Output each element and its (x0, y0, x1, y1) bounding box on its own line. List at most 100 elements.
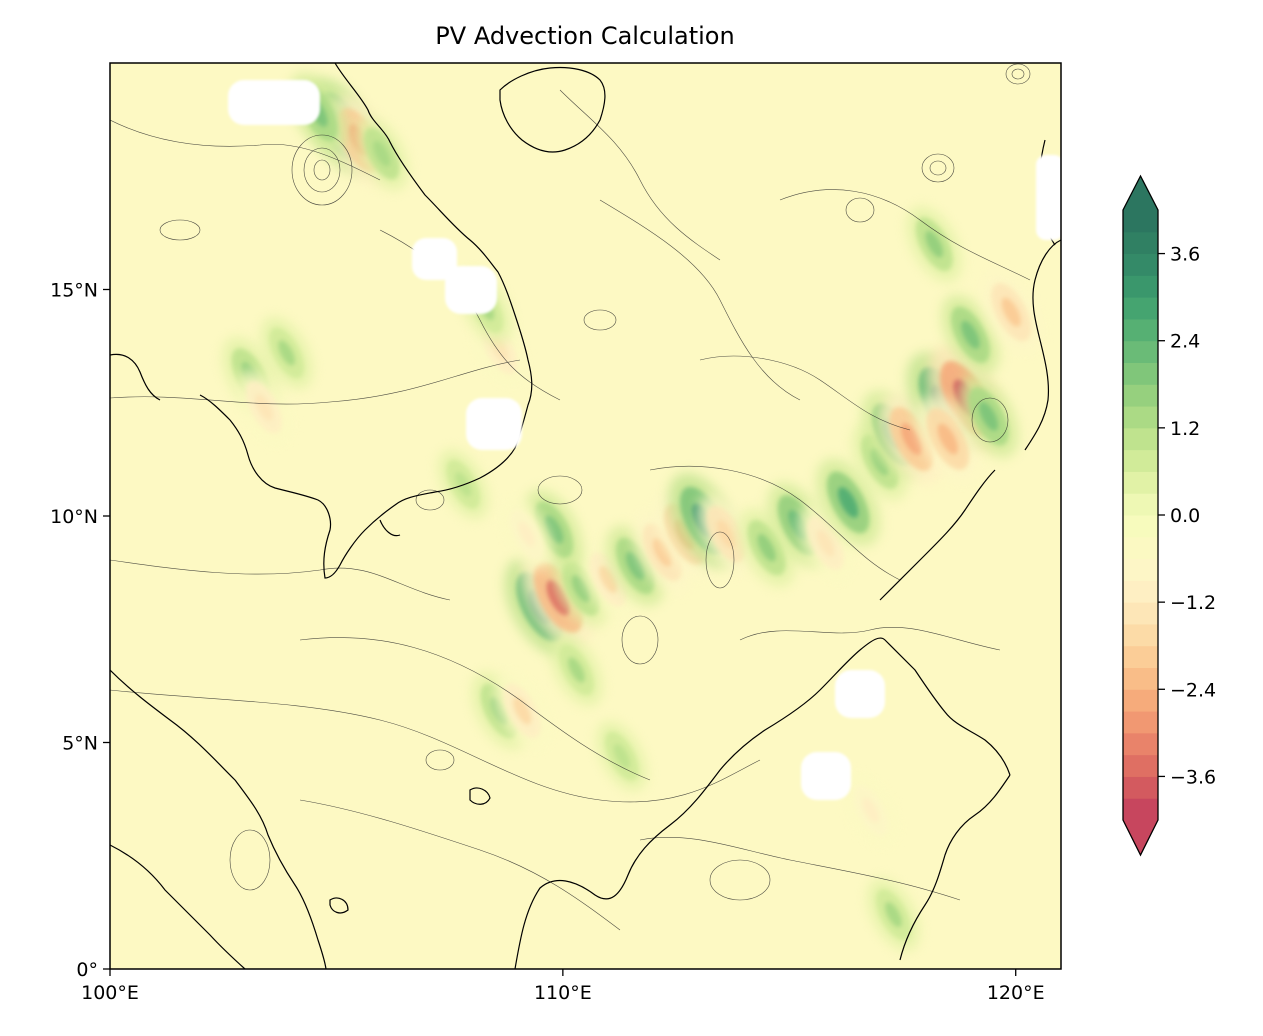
colorbar-segment (1123, 754, 1158, 777)
anomaly-core (961, 320, 980, 349)
pv-anomaly-blob (438, 449, 489, 519)
y-axis: 0° 5°N 10°N 15°N (50, 280, 110, 981)
anomaly-core (978, 401, 999, 431)
y-tick-label: 10°N (50, 506, 98, 528)
indochina-coastline (199, 63, 533, 579)
borneo-east-coastline (899, 774, 1011, 961)
colorbar-segment (1123, 231, 1158, 255)
island-coastline (329, 897, 349, 914)
colorbar-segment (1123, 406, 1158, 429)
philippines-coastline (1024, 239, 1061, 451)
colorbar-segment (1123, 536, 1158, 560)
y-tick-label: 0° (76, 959, 98, 981)
colorbar-tick-label: 0.0 (1170, 505, 1200, 527)
pv-anomaly-blob (550, 634, 603, 706)
y-tick-label: 5°N (62, 733, 98, 755)
pv-anomaly-layer (222, 72, 1042, 951)
anomaly-core (925, 230, 944, 258)
colorbar-tick-label: 3.6 (1170, 244, 1200, 266)
colorbar-tick-label: 1.2 (1170, 418, 1200, 440)
anomaly-core (870, 448, 889, 476)
hainan-coastline (499, 66, 606, 153)
pv-anomaly-blob (501, 498, 553, 570)
anomaly-core (885, 901, 902, 928)
anomaly-core (455, 472, 472, 497)
colorbar-segment (1123, 275, 1158, 298)
pv-anomaly-blob (941, 294, 1000, 375)
island-coastline (379, 519, 401, 537)
colorbar-segment (1123, 318, 1158, 342)
anomaly-core (544, 515, 564, 544)
palawan-coastline (879, 469, 996, 601)
colorbar-segment (1123, 580, 1158, 603)
anomaly-core (373, 140, 391, 167)
malay-peninsula-coastline (110, 669, 327, 969)
pv-anomaly-blob (816, 458, 880, 547)
colorbar-segment (1123, 427, 1158, 451)
colorbar-segment (1123, 493, 1158, 516)
colorbar-extend-max (1123, 176, 1158, 210)
anomaly-core (613, 743, 630, 769)
contour-lines (110, 63, 1031, 931)
anomaly-core (757, 533, 776, 562)
x-tick-label: 120°E (987, 982, 1045, 1004)
colorbar-segment (1123, 798, 1158, 821)
pv-anomaly-blob (958, 375, 1019, 458)
x-tick-label: 110°E (534, 982, 592, 1004)
y-tick-label: 15°N (50, 280, 98, 302)
missing-data-regions (228, 80, 1061, 800)
anomaly-core (278, 340, 295, 366)
colorbar-segment (1123, 689, 1158, 712)
anomaly-core (816, 529, 835, 557)
colorbar-tick-label: −3.6 (1170, 766, 1216, 788)
pv-anomaly-blob (867, 878, 920, 951)
colorbar-segment (1123, 776, 1158, 799)
colorbar-tick-label: −1.2 (1170, 592, 1216, 614)
colorbar-segment (1123, 711, 1158, 734)
pv-anomaly-blob (844, 774, 897, 847)
colorbar-segment (1123, 340, 1158, 363)
colorbar-segment (1123, 623, 1158, 647)
anomaly-core (653, 537, 672, 567)
anomaly-core (255, 394, 273, 421)
anomaly-core (571, 574, 590, 603)
x-axis: 100°E 110°E 120°E (81, 969, 1045, 1004)
gulf-coastline (110, 353, 161, 401)
colorbar-segment (1123, 384, 1158, 407)
map-area (110, 63, 1061, 969)
anomaly-core (546, 579, 571, 616)
colorbar-segment (1123, 449, 1158, 472)
pv-anomaly-blob (981, 271, 1042, 354)
colorbar-tick-label: −2.4 (1170, 679, 1216, 701)
borneo-coastline (514, 637, 1011, 969)
x-tick-label: 100°E (81, 982, 139, 1004)
colorbar-tick-label: 2.4 (1170, 331, 1200, 353)
colorbar-segment (1123, 558, 1158, 581)
anomaly-core (901, 423, 923, 455)
anomaly-core (837, 487, 859, 518)
map-background (110, 63, 1061, 969)
pv-anomaly-blob (237, 370, 291, 445)
colorbar-outline (1122, 174, 1159, 857)
pv-anomaly-blob (260, 316, 313, 389)
colorbar-segment (1123, 362, 1158, 385)
colorbar-segment (1123, 602, 1158, 625)
colorbar-segment (1123, 471, 1158, 494)
anomaly-core (518, 521, 535, 547)
colorbar-segment (1123, 297, 1158, 320)
anomaly-core (626, 551, 645, 580)
colorbar-segment (1123, 667, 1158, 690)
anomaly-core (937, 423, 958, 455)
sumatra-coastline (110, 844, 246, 969)
anomaly-core (1001, 297, 1021, 327)
chart-title: PV Advection Calculation (435, 22, 734, 50)
island-coastline (469, 787, 491, 805)
colorbar-segment (1123, 732, 1158, 756)
anomaly-core (568, 657, 585, 683)
colorbar-segment (1123, 253, 1158, 276)
colorbar-segment (1123, 515, 1158, 538)
colorbar-extend-min (1123, 820, 1158, 855)
anomaly-core (862, 797, 880, 824)
anomaly-core (599, 565, 618, 593)
